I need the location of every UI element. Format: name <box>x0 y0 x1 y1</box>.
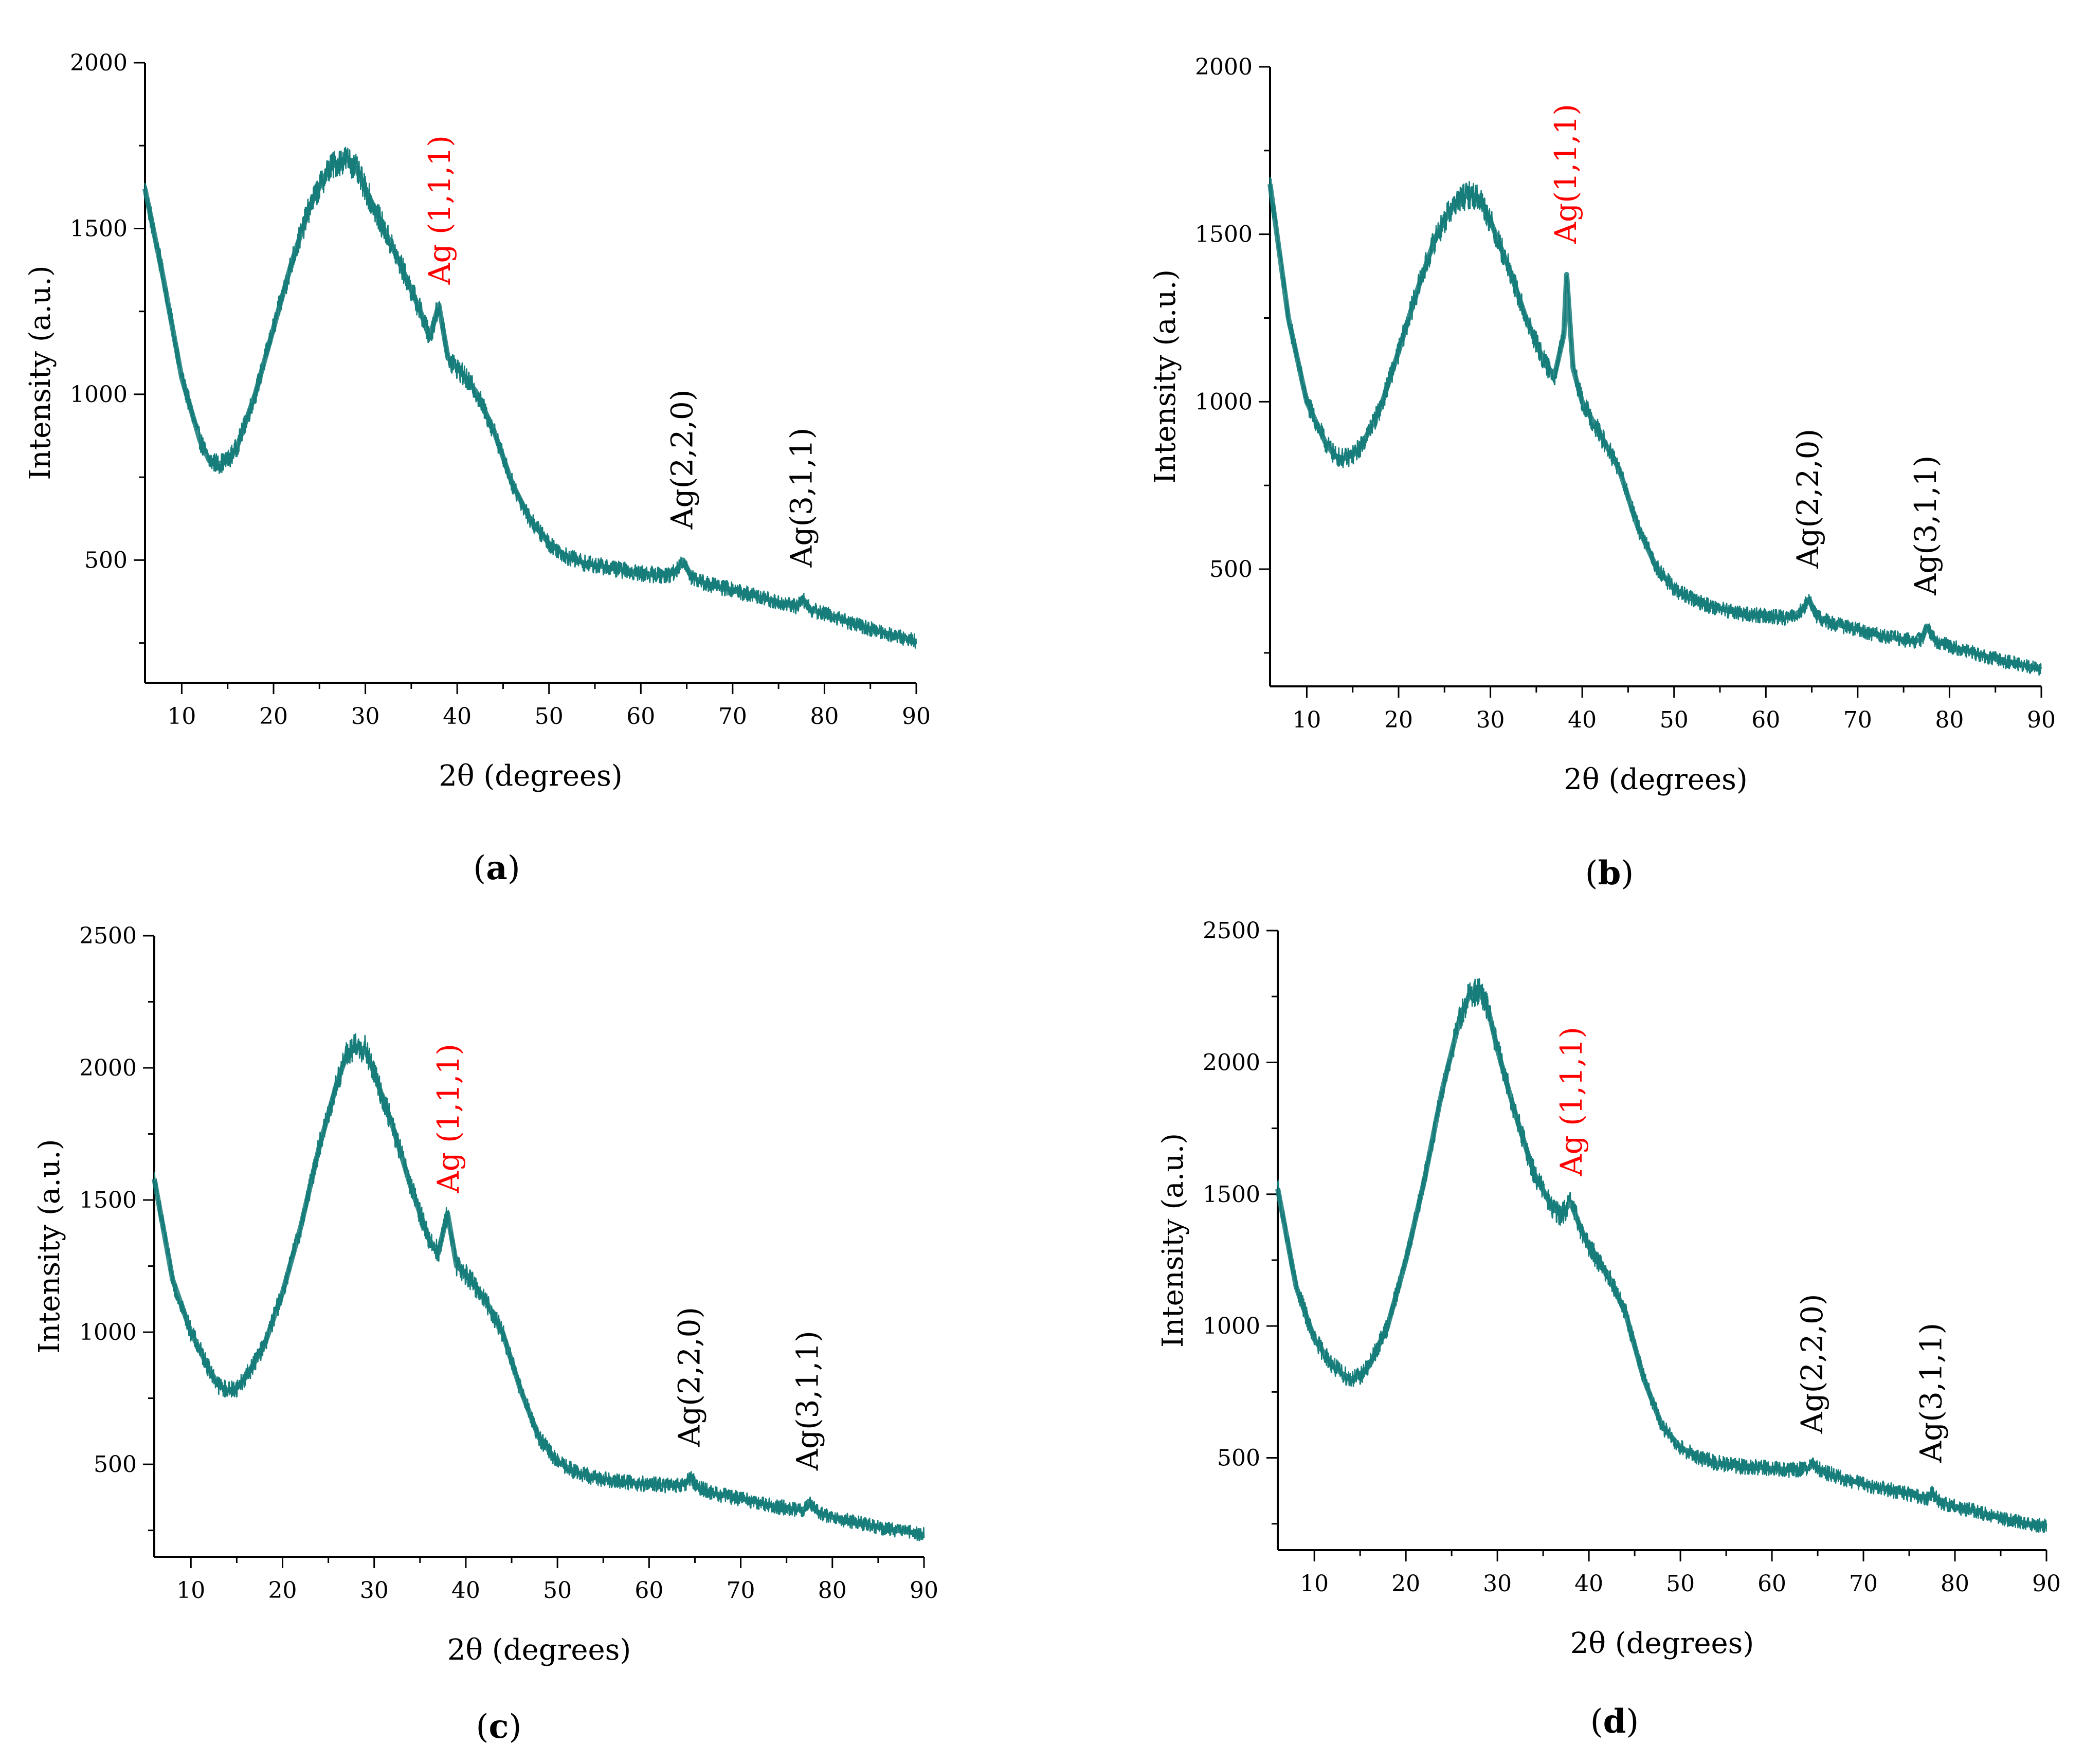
x-tick-label: 50 <box>1666 1571 1695 1597</box>
panel-label: (b) <box>1585 854 1634 893</box>
x-tick-label: 90 <box>910 1577 938 1604</box>
peak-annotation: Ag(2,2,0) <box>672 1307 707 1447</box>
series-band <box>1275 988 2047 1529</box>
x-tick-label: 10 <box>1292 707 1321 733</box>
y-tick-label: 2000 <box>79 1055 137 1081</box>
x-tick-label: 90 <box>2027 707 2056 733</box>
peak-annotation: Ag(3,1,1) <box>790 1331 825 1471</box>
x-tick-label: 70 <box>718 703 747 730</box>
panel-label: (a) <box>473 849 520 887</box>
x-axis-title: 2θ (degrees) <box>1564 763 1747 796</box>
x-tick-label: 20 <box>259 703 288 730</box>
y-axis-title: Intensity (a.u.) <box>33 1139 66 1353</box>
x-tick-label: 20 <box>268 1577 297 1604</box>
x-tick-label: 80 <box>1935 707 1964 733</box>
peak-annotation: Ag (1,1,1) <box>431 1044 466 1193</box>
peak-annotation: Ag(3,1,1) <box>1914 1323 1949 1463</box>
y-tick-label: 2500 <box>1203 918 1260 944</box>
x-tick-label: 30 <box>1483 1571 1512 1597</box>
x-tick-label: 80 <box>818 1577 847 1604</box>
x-tick-label: 70 <box>727 1577 755 1604</box>
x-tick-label: 30 <box>360 1577 389 1604</box>
series-line-xrd-pattern <box>144 147 917 649</box>
x-tick-label: 40 <box>1568 707 1597 733</box>
y-axis-title: Intensity (a.u.) <box>24 265 57 480</box>
peak-annotation: Ag(3,1,1) <box>1908 456 1943 596</box>
x-axis-title: 2θ (degrees) <box>439 759 622 793</box>
series-band <box>1267 184 2042 672</box>
chart-panel-d: 10 20 30 40 50 60 70 80 90 500 1000 1500 2000 2500 2θ … <box>1156 918 2061 1741</box>
x-tick-label: 30 <box>1476 707 1505 733</box>
peak-annotation: Ag(2,2,0) <box>664 390 699 530</box>
x-tick-label: 20 <box>1384 707 1413 733</box>
x-tick-label: 60 <box>1757 1571 1786 1597</box>
y-tick-label: 1000 <box>1203 1313 1260 1339</box>
y-tick-label: 2000 <box>70 50 128 76</box>
panel-label: (d) <box>1590 1702 1639 1741</box>
x-tick-label: 60 <box>1751 707 1780 733</box>
chart-panel-c: 10 20 30 40 50 60 70 80 90 500 1000 1500 2000 2500 2θ … <box>33 923 938 1746</box>
x-tick-label: 10 <box>167 703 196 730</box>
x-tick-label: 30 <box>351 703 380 730</box>
peak-annotation: Ag(2,2,0) <box>1790 429 1825 569</box>
peak-annotation: Ag(1,1,1) <box>1548 104 1583 244</box>
x-tick-label: 20 <box>1391 1571 1420 1597</box>
x-tick-label: 40 <box>451 1577 480 1604</box>
x-tick-label: 70 <box>1843 707 1872 733</box>
y-tick-label: 1000 <box>70 381 128 408</box>
panel-label: (c) <box>476 1707 522 1746</box>
x-tick-label: 80 <box>1941 1571 1969 1597</box>
chart-panel-a: 10 20 30 40 50 60 70 80 90 500 1000 1500 2000 2θ (deg… <box>24 50 931 887</box>
x-tick-label: 40 <box>1574 1571 1603 1597</box>
y-tick-label: 1500 <box>1203 1181 1260 1208</box>
x-tick-label: 70 <box>1849 1571 1878 1597</box>
x-tick-label: 50 <box>1660 707 1689 733</box>
x-tick-label: 60 <box>626 703 655 730</box>
x-tick-label: 50 <box>535 703 564 730</box>
series-line-xrd-pattern <box>1269 177 2042 676</box>
x-tick-label: 90 <box>2032 1571 2061 1597</box>
y-tick-label: 500 <box>1209 556 1253 583</box>
x-tick-label: 50 <box>543 1577 572 1604</box>
y-tick-label: 500 <box>94 1451 137 1478</box>
y-tick-label: 2000 <box>1203 1049 1260 1076</box>
series-band <box>152 1044 925 1537</box>
y-axis-title: Intensity (a.u.) <box>1156 1133 1190 1348</box>
x-tick-label: 10 <box>1300 1571 1329 1597</box>
y-tick-label: 1500 <box>70 215 128 242</box>
y-tick-label: 1500 <box>1195 222 1253 248</box>
x-tick-label: 40 <box>443 703 472 730</box>
y-tick-label: 500 <box>84 547 128 573</box>
x-axis-title: 2θ (degrees) <box>1570 1627 1754 1660</box>
series-band <box>142 156 917 644</box>
y-tick-label: 2500 <box>79 923 137 949</box>
x-tick-label: 90 <box>902 703 931 730</box>
y-tick-label: 500 <box>1217 1445 1260 1471</box>
x-axis-title: 2θ (degrees) <box>447 1633 631 1667</box>
x-tick-label: 60 <box>635 1577 663 1604</box>
x-tick-label: 80 <box>810 703 839 730</box>
peak-annotation: Ag(3,1,1) <box>784 428 819 568</box>
y-tick-label: 2000 <box>1195 54 1253 80</box>
y-tick-label: 1500 <box>79 1187 137 1213</box>
x-tick-label: 10 <box>176 1577 205 1604</box>
y-axis-title: Intensity (a.u.) <box>1149 269 1182 484</box>
peak-annotation: Ag(2,2,0) <box>1795 1294 1829 1434</box>
chart-panel-b: 10 20 30 40 50 60 70 80 90 500 1000 1500 2000 2θ (deg… <box>1149 54 2056 893</box>
y-tick-label: 1000 <box>1195 389 1253 415</box>
peak-annotation: Ag (1,1,1) <box>1554 1027 1589 1176</box>
peak-annotation: Ag (1,1,1) <box>422 135 457 285</box>
y-tick-label: 1000 <box>79 1319 137 1345</box>
